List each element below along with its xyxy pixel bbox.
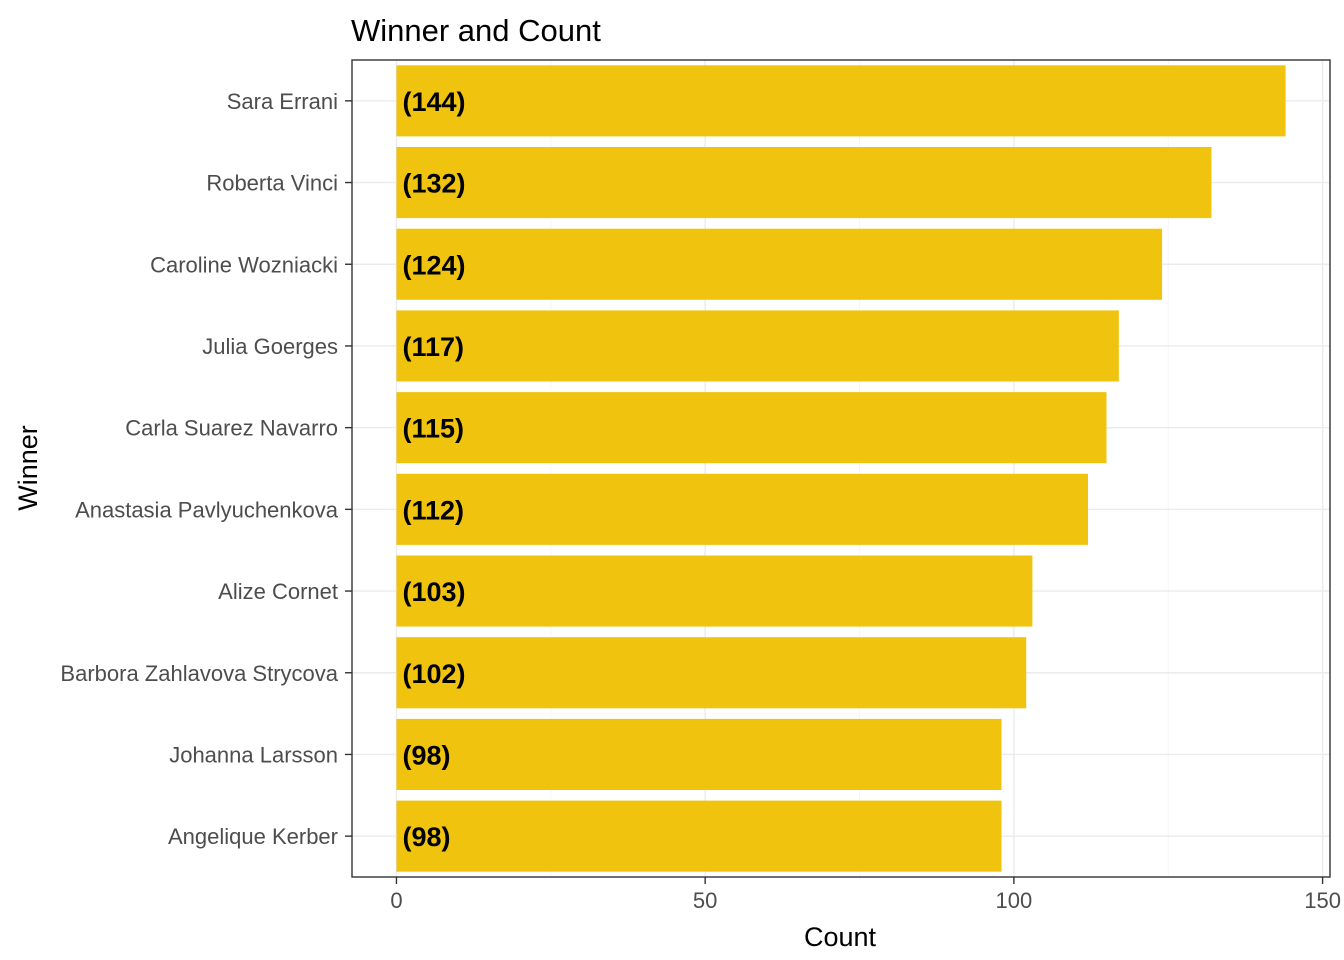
bar xyxy=(396,392,1107,464)
bar xyxy=(396,800,1002,872)
y-axis: Sara Errani Roberta Vinci Caroline Wozniac… xyxy=(60,89,352,849)
bar-data-label: (117) xyxy=(402,332,464,362)
bar xyxy=(396,147,1212,219)
bar-data-label: (112) xyxy=(402,495,464,525)
bar-data-labels: (144) (132) (124) (117) (115) (112) (103) (102)… xyxy=(402,87,465,852)
bar-data-label: (115) xyxy=(402,414,464,444)
x-tick-label: 100 xyxy=(996,888,1033,913)
bar xyxy=(396,228,1163,300)
plot-panel-border xyxy=(351,59,1331,878)
x-tick-label: 50 xyxy=(693,888,717,913)
x-axis-title: Count xyxy=(804,922,877,952)
y-tick-label: Carla Suarez Navarro xyxy=(125,416,338,441)
y-tick-label: Anastasia Pavlyuchenkova xyxy=(75,497,339,522)
bar-data-label: (98) xyxy=(402,740,450,770)
y-tick-label: Caroline Wozniacki xyxy=(150,252,338,277)
y-tick-label: Barbora Zahlavova Strycova xyxy=(60,661,338,686)
bar-data-label: (98) xyxy=(402,822,450,852)
chart-title: Winner and Count xyxy=(351,13,601,48)
bar-data-label: (144) xyxy=(402,87,465,117)
bar-data-label: (124) xyxy=(402,250,465,280)
y-tick-label: Alize Cornet xyxy=(218,579,338,604)
y-axis-title: Winner xyxy=(13,425,43,511)
bar xyxy=(396,555,1033,627)
bar-data-label: (102) xyxy=(402,659,465,689)
bar xyxy=(396,473,1088,545)
bar xyxy=(396,310,1119,382)
bar xyxy=(396,718,1002,790)
y-tick-label: Julia Goerges xyxy=(202,334,338,359)
bar xyxy=(396,637,1027,709)
y-tick-label: Johanna Larsson xyxy=(169,742,338,767)
bar-data-label: (103) xyxy=(402,577,465,607)
y-tick-label: Sara Errani xyxy=(227,89,338,114)
y-tick-label: Roberta Vinci xyxy=(206,171,338,196)
y-tick-label: Angelique Kerber xyxy=(168,824,338,849)
x-axis: 0 50 100 150 xyxy=(390,877,1341,913)
bars xyxy=(396,65,1286,872)
x-tick-label: 0 xyxy=(390,888,402,913)
bar xyxy=(396,65,1286,137)
x-tick-label: 150 xyxy=(1304,888,1341,913)
bar-data-label: (132) xyxy=(402,169,465,199)
